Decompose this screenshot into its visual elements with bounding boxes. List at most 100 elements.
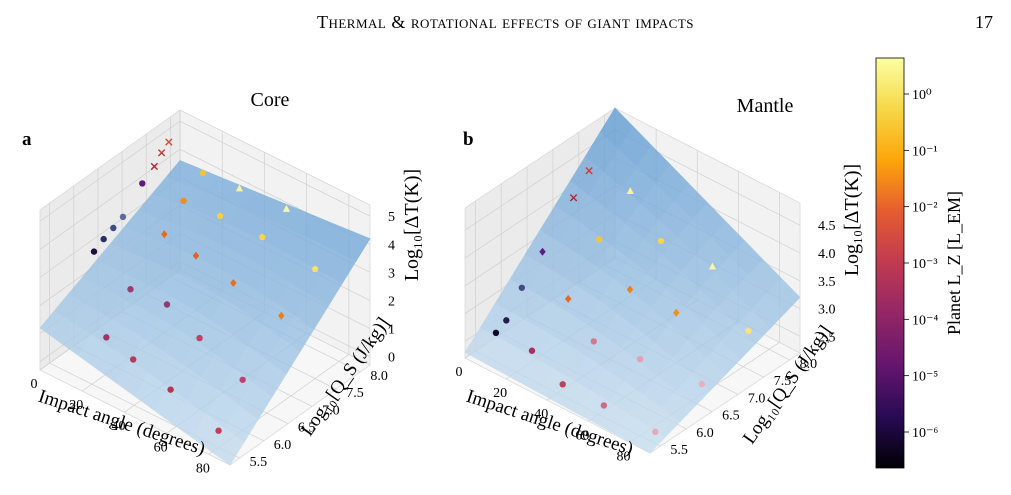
- data-point: [215, 427, 222, 434]
- data-point: [600, 402, 608, 409]
- data-point: [216, 212, 224, 219]
- data-point: [503, 317, 510, 324]
- colorbar-tick-label: 10⁻¹: [912, 144, 938, 159]
- data-point: [698, 380, 705, 388]
- data-point: [196, 334, 203, 342]
- y-tick-label: 6.5: [298, 421, 316, 436]
- data-point: [258, 233, 266, 240]
- y-tick-label: 7.5: [774, 374, 792, 389]
- z-tick-label: 0: [388, 351, 395, 366]
- panel-letter: b: [463, 129, 474, 150]
- z-tick-label: 2.5: [818, 330, 836, 345]
- z-tick-label: 1: [388, 323, 395, 338]
- data-point: [192, 251, 200, 260]
- colorbar-label: Planet L_Z [L_EM]: [944, 191, 964, 335]
- data-point: [636, 355, 644, 363]
- z-tick-label: 3: [388, 266, 395, 281]
- y-tick-label: 8.0: [370, 369, 388, 384]
- y-tick-label: 8.0: [800, 357, 818, 372]
- colorbar-tick-label: 10⁻³: [912, 257, 938, 272]
- data-point: [590, 338, 597, 345]
- z-tick-label: 3.5: [818, 275, 836, 290]
- data-point: [278, 311, 285, 320]
- data-point: [673, 308, 680, 317]
- y-tick-label: 7.0: [322, 403, 340, 418]
- y-tick-label: 6.0: [274, 438, 292, 453]
- page-header: Thermal & rotational effects of giant im…: [0, 0, 1011, 40]
- z-tick-label: 4.0: [818, 247, 836, 262]
- z-tick-label: 2: [388, 294, 395, 309]
- data-point: [167, 386, 174, 393]
- colorbar-tick-label: 10⁻⁶: [912, 426, 938, 441]
- x-tick-label: 60: [154, 440, 168, 455]
- data-point: [657, 237, 665, 244]
- x-tick-label: 80: [196, 461, 210, 476]
- data-point: [129, 356, 137, 363]
- x-tick-label: 0: [456, 365, 463, 380]
- x-tick-label: 20: [69, 398, 83, 413]
- x-tick-label: 80: [616, 449, 630, 464]
- colorbar-tick-label: 10⁰: [912, 88, 932, 103]
- page-number: 17: [975, 12, 993, 32]
- data-point: [744, 327, 752, 334]
- z-tick-label: 5: [388, 210, 395, 225]
- data-point: [652, 428, 659, 436]
- panel-title: Mantle: [737, 95, 794, 117]
- colorbar-bar: [875, 57, 905, 469]
- panel-letter: a: [22, 129, 32, 150]
- fit-surface: [39, 160, 371, 466]
- grid-line: [179, 120, 371, 217]
- data-point: [180, 197, 187, 205]
- data-point: [311, 265, 319, 272]
- z-tick-label: 4.5: [818, 219, 836, 234]
- data-point: [708, 262, 717, 270]
- data-point: [626, 285, 634, 294]
- data-point: [282, 204, 291, 212]
- data-point: [161, 230, 168, 239]
- data-point: [230, 279, 237, 288]
- data-point: [127, 286, 134, 293]
- data-point: [559, 381, 566, 388]
- fit-surface: [464, 107, 801, 454]
- data-point: [199, 169, 207, 176]
- panel-mantle: 0 20 40 60 80 5.5 6.0 6.5 7.0 7.5 8.02.5 3.0 3.5 4.0 4…: [456, 95, 864, 464]
- z-axis-label: Log₁₀[ΔT(K)]: [841, 164, 863, 276]
- colorbar-tick-label: 10⁻²: [912, 201, 938, 216]
- data-point: [100, 235, 107, 243]
- panel-title: Core: [251, 89, 290, 111]
- y-tick-label: 7.5: [346, 386, 364, 401]
- data-point: [564, 294, 572, 303]
- running-title: Thermal & rotational effects of giant im…: [316, 12, 695, 32]
- data-point: [103, 334, 110, 341]
- y-tick-label: 7.0: [748, 391, 766, 406]
- grid-line: [464, 129, 616, 231]
- data-point: [492, 329, 500, 337]
- colorbar-tick-label: 10⁻⁵: [912, 370, 938, 385]
- data-point: [569, 194, 578, 202]
- grid-line: [39, 120, 181, 222]
- x-tick-label: 40: [111, 419, 125, 434]
- colorbar-tick-label: 10⁻⁴: [912, 313, 938, 328]
- data-point: [165, 138, 173, 146]
- data-point: [518, 284, 526, 291]
- z-tick-label: 3.0: [818, 303, 836, 318]
- x-tick-label: 0: [31, 377, 38, 392]
- surface-patch: [210, 427, 245, 466]
- y-tick-label: 6.0: [696, 426, 714, 441]
- z-tick-label: 4: [388, 238, 395, 253]
- data-point: [110, 224, 117, 232]
- data-point: [235, 184, 244, 192]
- data-point: [157, 149, 166, 157]
- z-axis-label: Log₁₀[ΔT(K)]: [401, 169, 423, 281]
- y-tick-label: 5.5: [670, 443, 688, 458]
- data-point: [119, 213, 127, 221]
- data-point: [163, 301, 171, 308]
- data-point: [528, 347, 536, 354]
- grid-line: [39, 149, 181, 250]
- x-tick-label: 20: [493, 386, 507, 401]
- data-point: [626, 186, 634, 194]
- y-tick-label: 6.5: [722, 409, 740, 424]
- data-point: [139, 180, 146, 187]
